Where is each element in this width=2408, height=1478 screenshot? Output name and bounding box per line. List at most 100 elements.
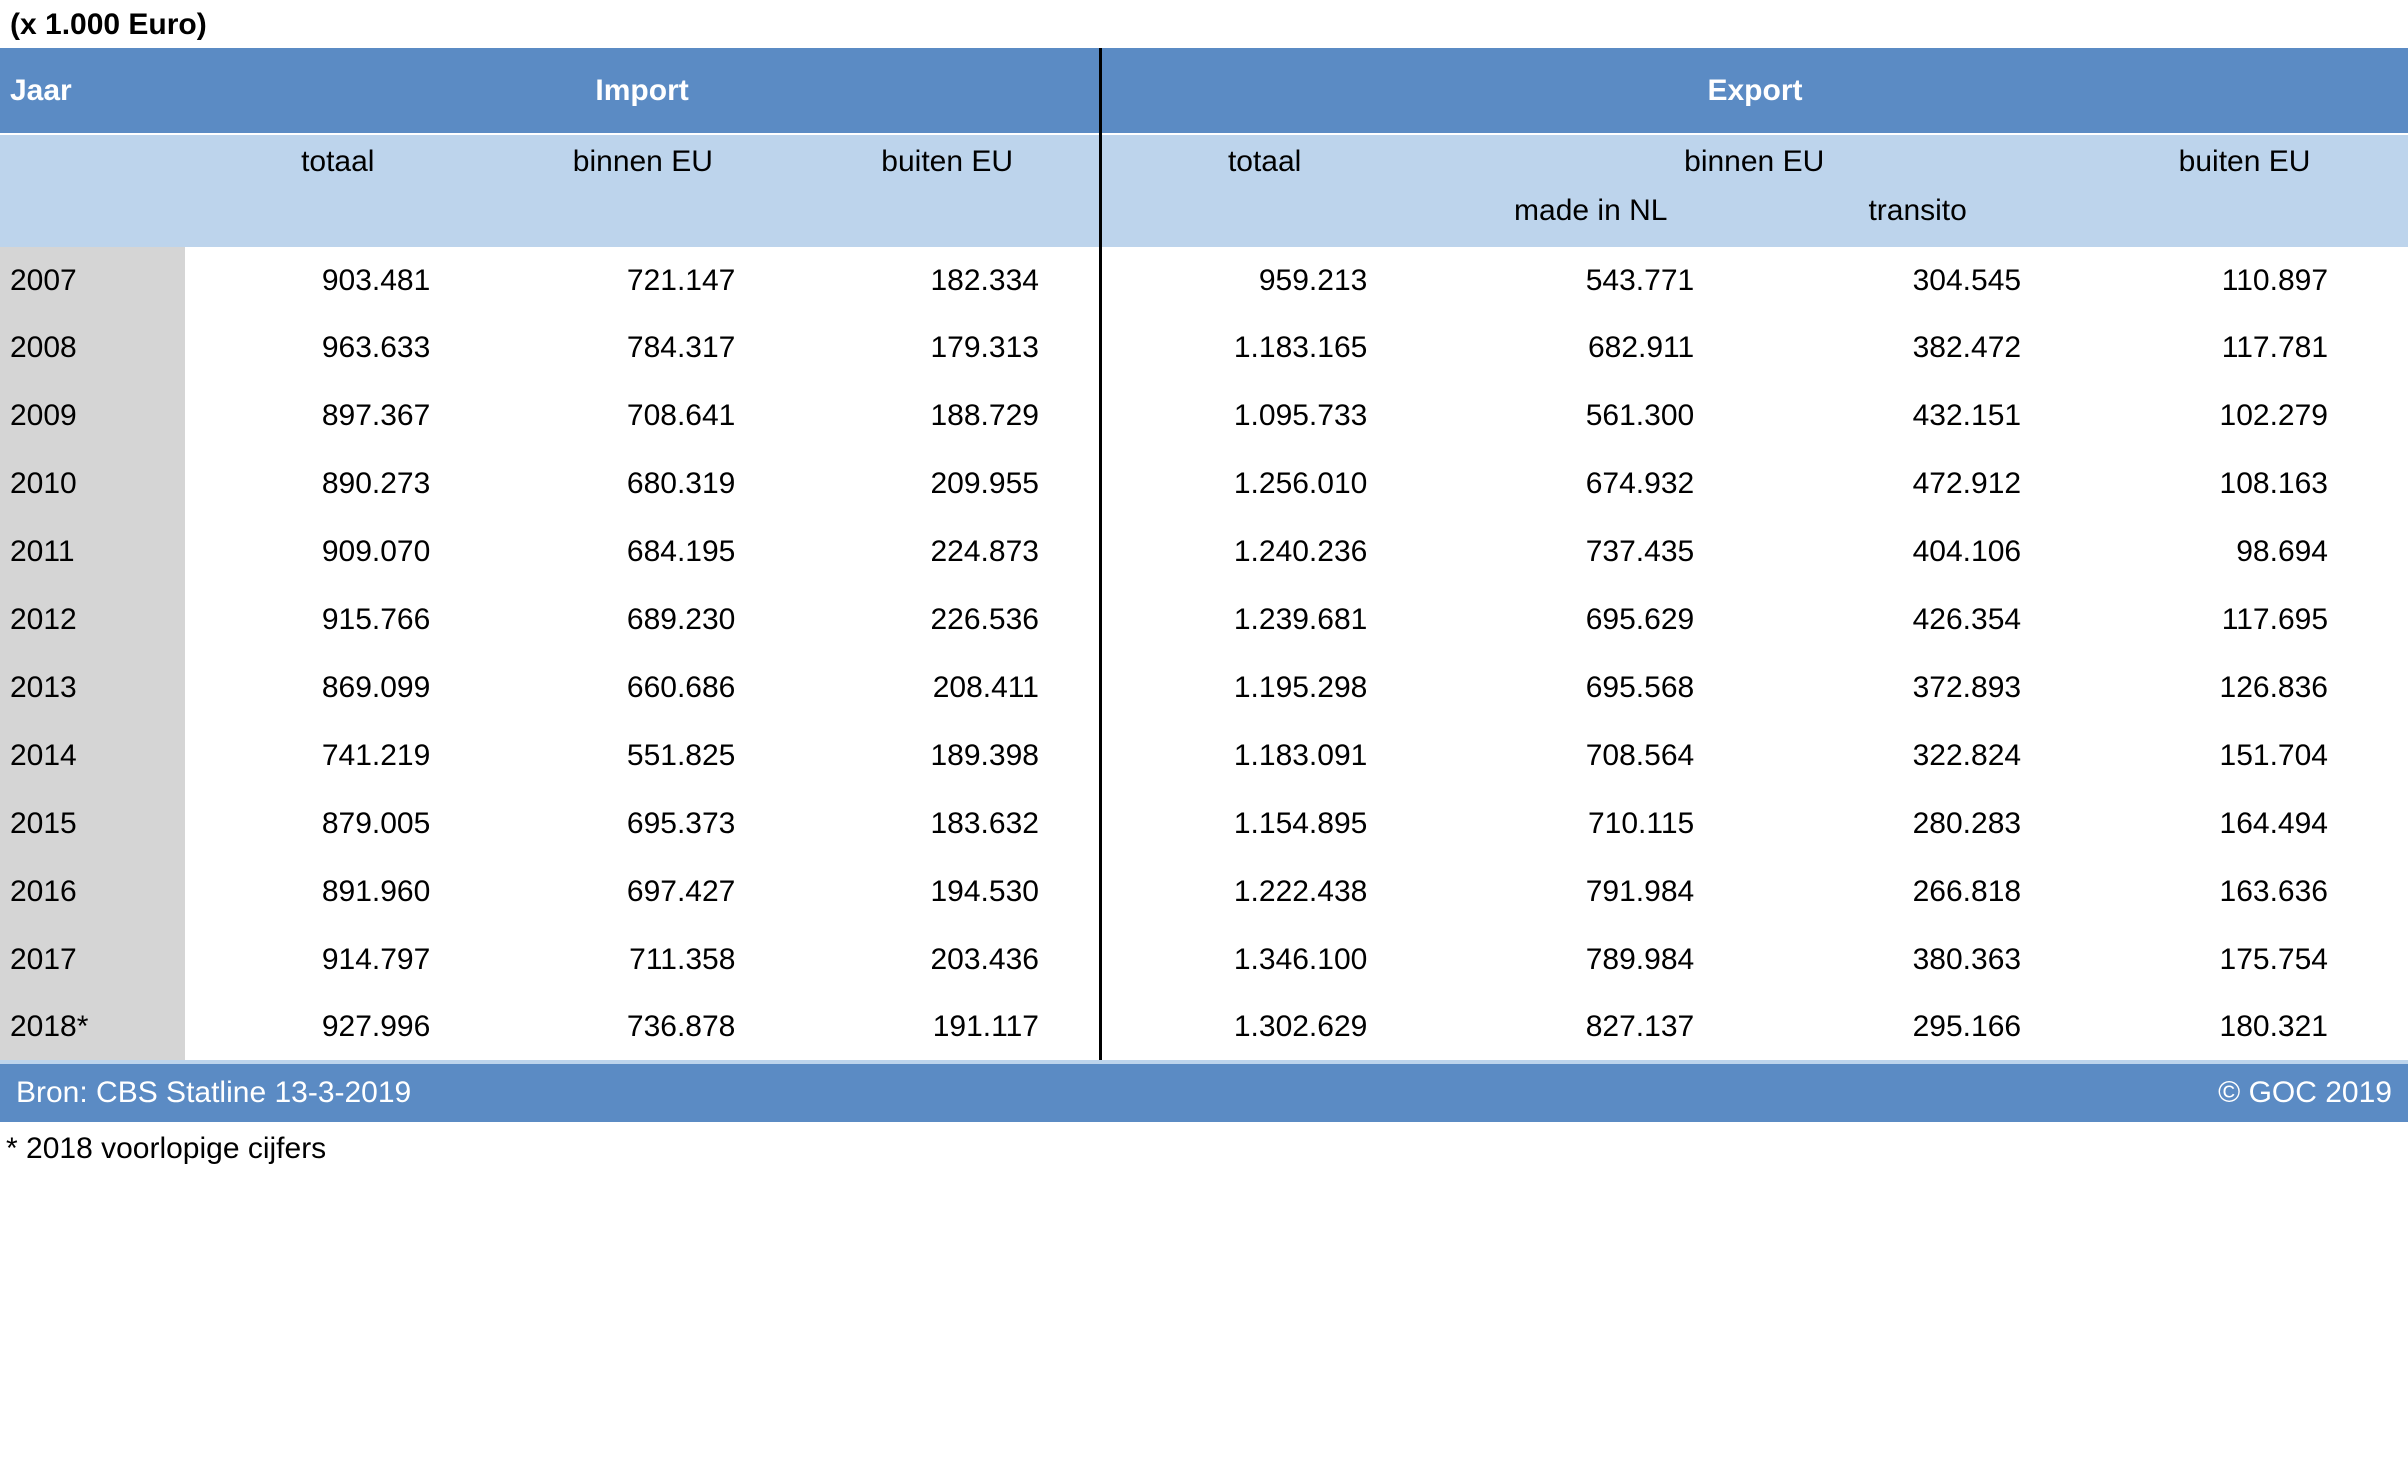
cell-import-totaal: 914.797 <box>185 926 490 994</box>
year: 2017 <box>0 926 185 994</box>
year: 2013 <box>0 654 185 722</box>
subheader-export-binnen-eu: binnen EU <box>1427 134 2081 190</box>
cell-export-buiten-eu: 117.695 <box>2081 586 2408 654</box>
table-row: 2017914.797711.358203.4361.346.100789.98… <box>0 926 2408 994</box>
year: 2012 <box>0 586 185 654</box>
source-label: Bron: CBS Statline 13-3-2019 <box>16 1076 411 1110</box>
subheader-export-buiten-eu: buiten EU <box>2081 134 2408 246</box>
cell-import-buiten-eu: 203.436 <box>795 926 1100 994</box>
cell-export-buiten-eu: 98.694 <box>2081 518 2408 586</box>
table-row: 2009897.367708.641188.7291.095.733561.30… <box>0 382 2408 450</box>
cell-import-buiten-eu: 183.632 <box>795 790 1100 858</box>
subheader-export-made-in-nl: made in NL <box>1427 190 1754 246</box>
table-container: (x 1.000 Euro) Jaar Import Export totaal… <box>0 0 2408 1166</box>
cell-export-buiten-eu: 126.836 <box>2081 654 2408 722</box>
cell-export-totaal: 1.095.733 <box>1100 382 1427 450</box>
cell-export-totaal: 1.195.298 <box>1100 654 1427 722</box>
table-row: 2012915.766689.230226.5361.239.681695.62… <box>0 586 2408 654</box>
cell-export-transito: 426.354 <box>1754 586 2081 654</box>
table-row: 2018*927.996736.878191.1171.302.629827.1… <box>0 994 2408 1062</box>
cell-export-buiten-eu: 108.163 <box>2081 450 2408 518</box>
cell-export-totaal: 1.183.091 <box>1100 722 1427 790</box>
cell-import-buiten-eu: 191.117 <box>795 994 1100 1062</box>
cell-import-binnen-eu: 684.195 <box>490 518 795 586</box>
cell-export-transito: 266.818 <box>1754 858 2081 926</box>
subheader-import-buiten-eu: buiten EU <box>795 134 1100 246</box>
cell-export-buiten-eu: 102.279 <box>2081 382 2408 450</box>
cell-import-buiten-eu: 209.955 <box>795 450 1100 518</box>
subheader-export-transito: transito <box>1754 190 2081 246</box>
cell-import-totaal: 879.005 <box>185 790 490 858</box>
cell-import-binnen-eu: 551.825 <box>490 722 795 790</box>
subheader-import-binnen-eu: binnen EU <box>490 134 795 246</box>
cell-export-transito: 304.545 <box>1754 246 2081 314</box>
year: 2009 <box>0 382 185 450</box>
cell-import-totaal: 869.099 <box>185 654 490 722</box>
cell-export-totaal: 1.183.165 <box>1100 314 1427 382</box>
year: 2011 <box>0 518 185 586</box>
footnote: * 2018 voorlopige cijfers <box>0 1122 2408 1166</box>
cell-export-buiten-eu: 180.321 <box>2081 994 2408 1062</box>
cell-export-made-in-nl: 682.911 <box>1427 314 1754 382</box>
year: 2016 <box>0 858 185 926</box>
cell-import-binnen-eu: 708.641 <box>490 382 795 450</box>
cell-import-totaal: 903.481 <box>185 246 490 314</box>
cell-import-binnen-eu: 680.319 <box>490 450 795 518</box>
subheader-blank-year <box>0 134 185 246</box>
year: 2007 <box>0 246 185 314</box>
cell-export-made-in-nl: 737.435 <box>1427 518 1754 586</box>
table-footer-bar: Bron: CBS Statline 13-3-2019 © GOC 2019 <box>0 1062 2408 1122</box>
table-row: 2011909.070684.195224.8731.240.236737.43… <box>0 518 2408 586</box>
cell-export-buiten-eu: 164.494 <box>2081 790 2408 858</box>
year: 2015 <box>0 790 185 858</box>
cell-export-made-in-nl: 695.629 <box>1427 586 1754 654</box>
cell-import-binnen-eu: 784.317 <box>490 314 795 382</box>
year: 2018* <box>0 994 185 1062</box>
cell-import-buiten-eu: 226.536 <box>795 586 1100 654</box>
cell-import-binnen-eu: 736.878 <box>490 994 795 1062</box>
cell-import-buiten-eu: 208.411 <box>795 654 1100 722</box>
cell-import-buiten-eu: 224.873 <box>795 518 1100 586</box>
cell-import-binnen-eu: 660.686 <box>490 654 795 722</box>
cell-export-buiten-eu: 117.781 <box>2081 314 2408 382</box>
cell-import-totaal: 909.070 <box>185 518 490 586</box>
cell-export-made-in-nl: 710.115 <box>1427 790 1754 858</box>
table-row: 2015879.005695.373183.6321.154.895710.11… <box>0 790 2408 858</box>
cell-export-transito: 372.893 <box>1754 654 2081 722</box>
cell-export-buiten-eu: 110.897 <box>2081 246 2408 314</box>
cell-export-totaal: 1.302.629 <box>1100 994 1427 1062</box>
col-header-import: Import <box>185 48 1100 134</box>
cell-export-transito: 404.106 <box>1754 518 2081 586</box>
col-header-export: Export <box>1100 48 2408 134</box>
cell-import-totaal: 897.367 <box>185 382 490 450</box>
cell-export-totaal: 1.240.236 <box>1100 518 1427 586</box>
table-row: 2016891.960697.427194.5301.222.438791.98… <box>0 858 2408 926</box>
cell-export-made-in-nl: 708.564 <box>1427 722 1754 790</box>
subheader-import-totaal: totaal <box>185 134 490 246</box>
cell-export-made-in-nl: 695.568 <box>1427 654 1754 722</box>
cell-import-binnen-eu: 711.358 <box>490 926 795 994</box>
cell-export-buiten-eu: 175.754 <box>2081 926 2408 994</box>
cell-export-totaal: 1.222.438 <box>1100 858 1427 926</box>
subheader-export-totaal: totaal <box>1100 134 1427 246</box>
cell-export-buiten-eu: 163.636 <box>2081 858 2408 926</box>
cell-import-buiten-eu: 194.530 <box>795 858 1100 926</box>
table-row: 2008963.633784.317179.3131.183.165682.91… <box>0 314 2408 382</box>
cell-export-made-in-nl: 827.137 <box>1427 994 1754 1062</box>
cell-import-totaal: 741.219 <box>185 722 490 790</box>
cell-export-made-in-nl: 789.984 <box>1427 926 1754 994</box>
table-row: 2007903.481721.147182.334959.213543.7713… <box>0 246 2408 314</box>
cell-export-made-in-nl: 561.300 <box>1427 382 1754 450</box>
cell-export-transito: 322.824 <box>1754 722 2081 790</box>
cell-export-made-in-nl: 791.984 <box>1427 858 1754 926</box>
year: 2010 <box>0 450 185 518</box>
cell-import-totaal: 927.996 <box>185 994 490 1062</box>
cell-export-transito: 295.166 <box>1754 994 2081 1062</box>
cell-export-totaal: 1.154.895 <box>1100 790 1427 858</box>
year: 2008 <box>0 314 185 382</box>
copyright-label: © GOC 2019 <box>2218 1076 2392 1110</box>
cell-export-made-in-nl: 674.932 <box>1427 450 1754 518</box>
cell-export-transito: 432.151 <box>1754 382 2081 450</box>
import-export-table: Jaar Import Export totaal binnen EU buit… <box>0 48 2408 1122</box>
cell-import-totaal: 915.766 <box>185 586 490 654</box>
